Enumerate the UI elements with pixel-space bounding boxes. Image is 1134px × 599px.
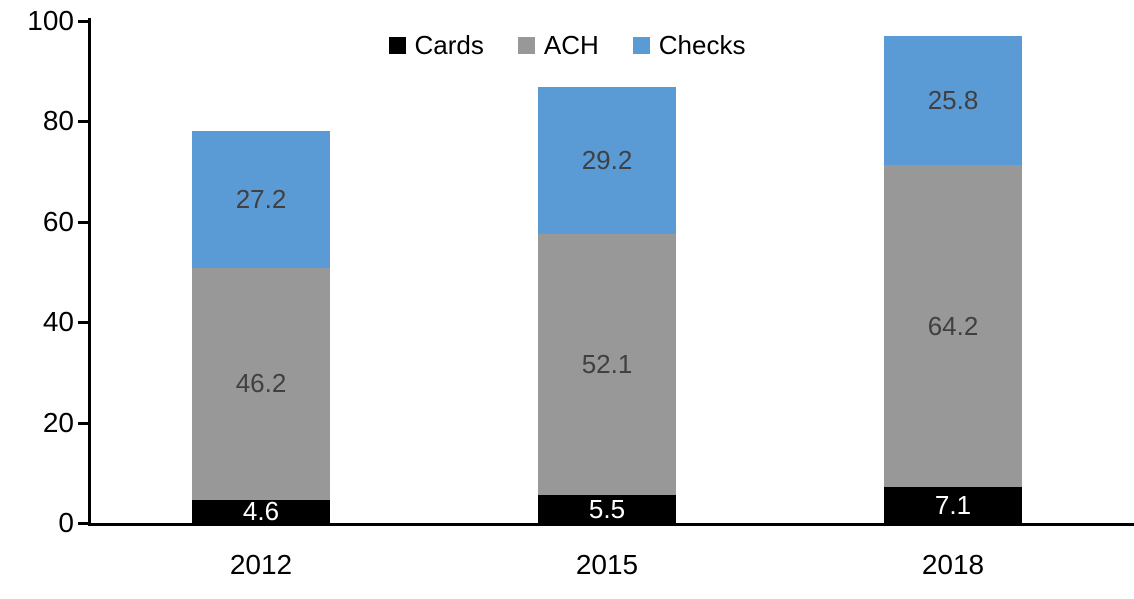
legend-item-checks: Checks [632, 30, 746, 61]
y-tick-label: 20 [42, 406, 74, 438]
y-tick-label: 80 [42, 105, 74, 137]
x-axis-label-2015: 2015 [575, 549, 639, 580]
segment-checks-2018: 25.8 [884, 35, 1022, 166]
y-tick [78, 220, 88, 224]
legend-label-cards: Cards [414, 30, 484, 60]
segment-checks-2015: 29.2 [538, 87, 676, 234]
segment-ach-2012: 46.2 [192, 267, 330, 500]
y-tick-label: 60 [42, 205, 74, 237]
legend-label-ach: ACH [543, 30, 599, 60]
y-tick-label: 100 [27, 5, 74, 36]
x-axis-label-2018: 2018 [921, 549, 985, 580]
legend-item-ach: ACH [517, 30, 599, 61]
legend-item-cards: Cards [388, 30, 484, 61]
legend: Cards ACH Checks [0, 30, 1134, 61]
y-tick-label: 0 [58, 507, 74, 538]
segment-cards-2012: 4.6 [192, 496, 330, 526]
segment-ach-2015: 52.1 [538, 233, 676, 496]
y-tick [78, 321, 88, 325]
segment-checks-2012: 27.2 [192, 131, 330, 268]
y-tick [78, 522, 88, 525]
legend-swatch-checks-icon [632, 37, 650, 54]
legend-swatch-ach-icon [517, 37, 535, 54]
y-tick [78, 20, 88, 23]
segment-cards-2018: 7.1 [884, 487, 1022, 523]
y-tick-label: 40 [42, 306, 74, 338]
segment-cards-2015: 5.5 [538, 494, 676, 524]
y-axis-line [88, 18, 91, 526]
x-axis-line [88, 523, 1134, 526]
y-tick [78, 120, 88, 124]
y-tick [78, 421, 88, 425]
x-axis-label-2012: 2012 [229, 549, 293, 580]
legend-label-checks: Checks [658, 30, 746, 60]
legend-swatch-cards-icon [388, 37, 406, 54]
segment-ach-2018: 64.2 [884, 165, 1022, 488]
